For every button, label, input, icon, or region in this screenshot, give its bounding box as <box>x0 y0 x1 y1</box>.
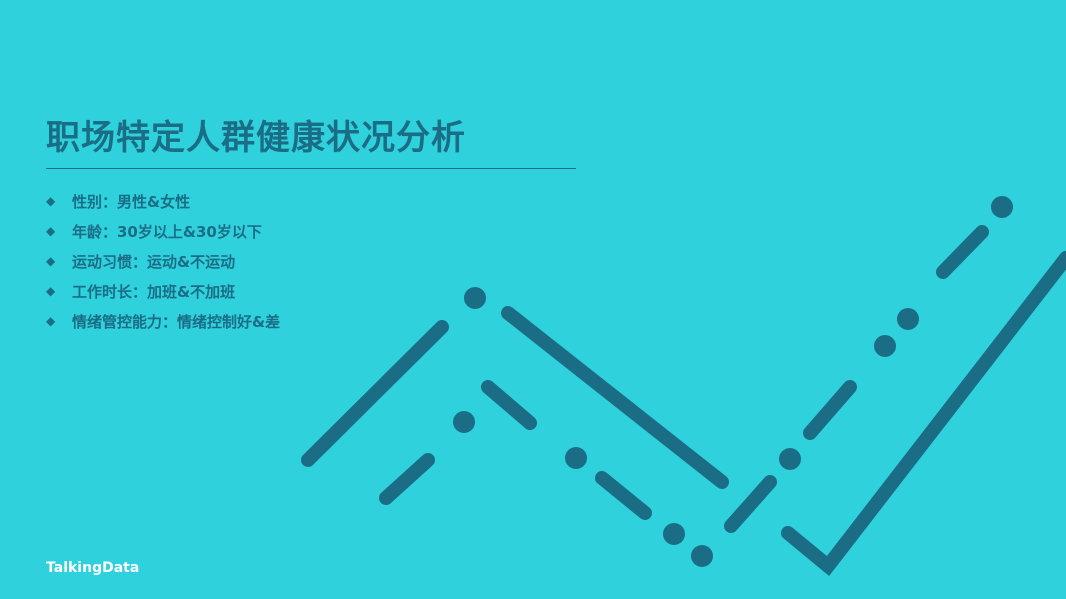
diamond-icon: ◆ <box>46 284 56 298</box>
bullet-item-age: ◆ 年龄：30岁以上&30岁以下 <box>46 216 280 246</box>
bullet-text: 工作时长：加班&不加班 <box>72 282 236 301</box>
deco-dot <box>779 448 801 470</box>
deco-dot <box>565 447 587 469</box>
deco-line-segment <box>936 225 989 279</box>
deco-dot <box>464 287 486 309</box>
deco-dot <box>991 196 1013 218</box>
bullet-list: ◆ 性别：男性&女性 ◆ 年龄：30岁以上&30岁以下 ◆ 运动习惯：运动&不运… <box>46 186 280 336</box>
title-divider <box>46 168 576 169</box>
deco-line-segment <box>481 380 537 430</box>
slide-title: 职场特定人群健康状况分析 <box>46 118 466 158</box>
bullet-item-gender: ◆ 性别：男性&女性 <box>46 186 280 216</box>
diamond-icon: ◆ <box>46 224 56 238</box>
deco-line-segment <box>379 453 435 505</box>
deco-dot <box>897 308 919 330</box>
bullet-item-emotion: ◆ 情绪管控能力：情绪控制好&差 <box>46 306 280 336</box>
bullet-text: 情绪管控能力：情绪控制好&差 <box>72 312 281 331</box>
bullet-item-exercise: ◆ 运动习惯：运动&不运动 <box>46 246 280 276</box>
deco-line-segment <box>501 306 729 489</box>
brand-logo-text: TalkingData <box>46 560 140 576</box>
diamond-icon: ◆ <box>46 194 56 208</box>
diamond-icon: ◆ <box>46 254 56 268</box>
deco-check-line <box>781 251 1066 576</box>
bullet-item-work-hours: ◆ 工作时长：加班&不加班 <box>46 276 280 306</box>
deco-line-segment <box>595 471 652 520</box>
deco-dot <box>874 335 896 357</box>
deco-line-segment <box>724 475 777 533</box>
deco-dot <box>691 545 713 567</box>
deco-dot <box>453 411 475 433</box>
bullet-text: 性别：男性&女性 <box>72 192 191 211</box>
bullet-text: 运动习惯：运动&不运动 <box>72 252 236 271</box>
deco-line-segment <box>301 320 449 467</box>
deco-line-segment <box>803 380 857 440</box>
bullet-text: 年龄：30岁以上&30岁以下 <box>72 222 262 241</box>
deco-dot <box>663 523 685 545</box>
diamond-icon: ◆ <box>46 314 56 328</box>
